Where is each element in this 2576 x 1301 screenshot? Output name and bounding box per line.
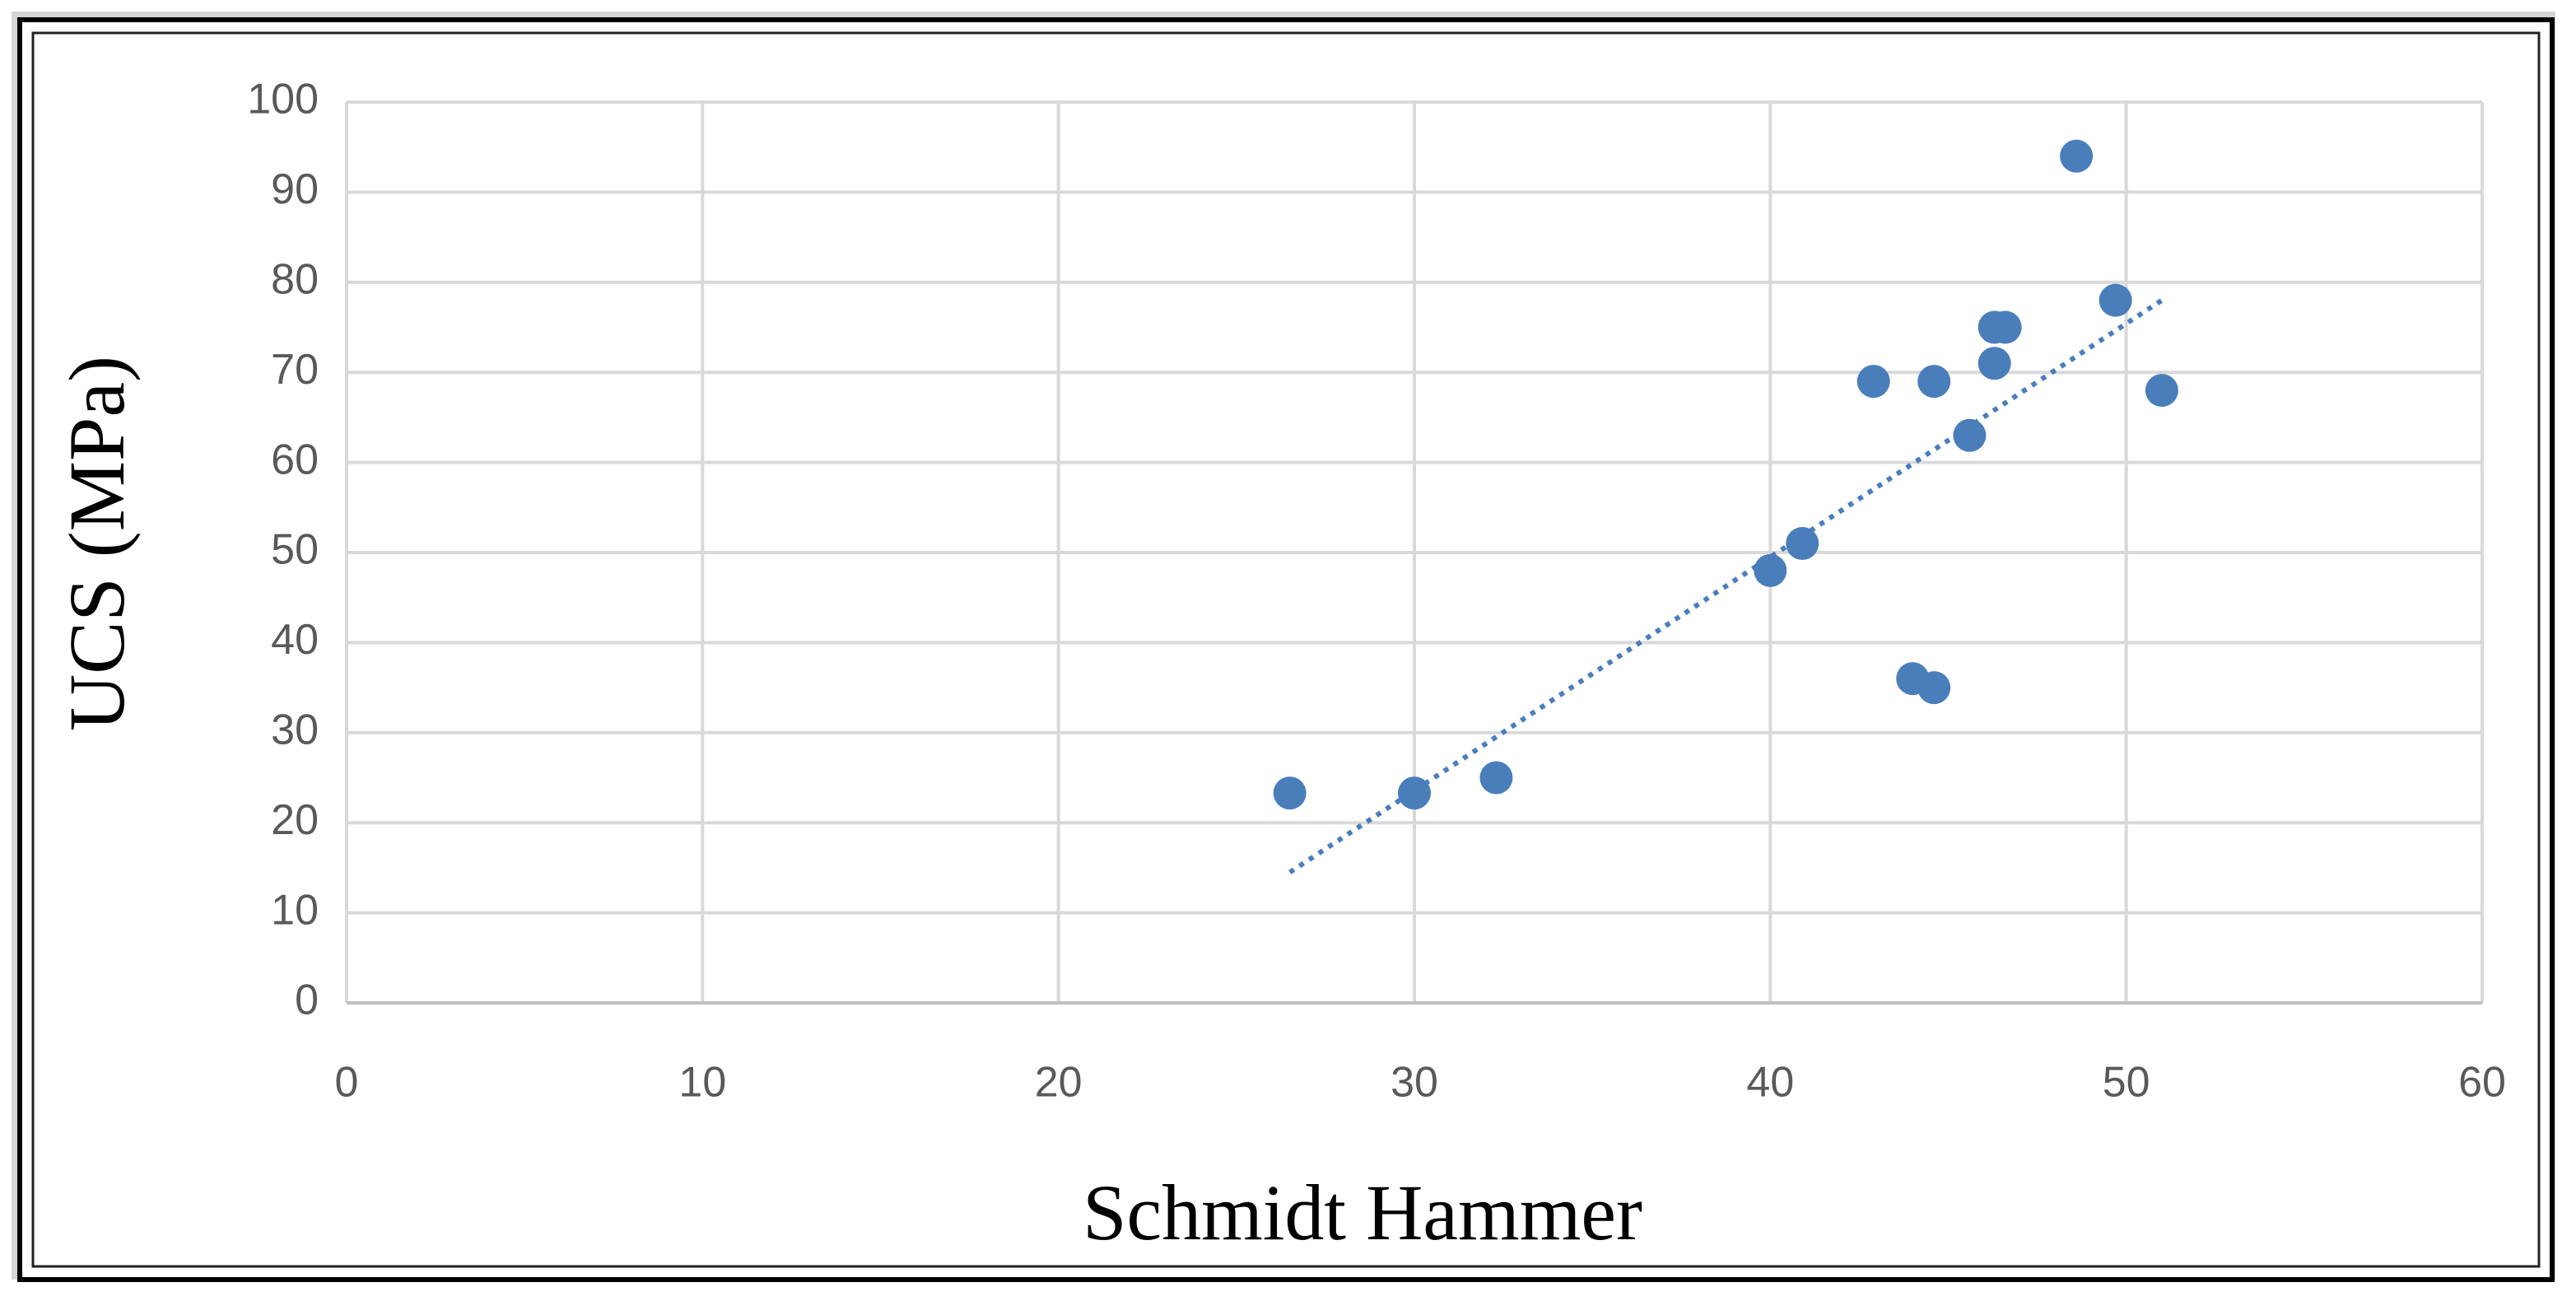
data-point	[1917, 671, 1951, 705]
data-point	[1953, 418, 1987, 452]
data-point	[2060, 139, 2094, 173]
y-tick-label: 60	[271, 436, 319, 483]
x-axis-title: Schmidt Hammer	[1083, 1168, 1642, 1257]
data-point	[1917, 365, 1951, 399]
plot-area: 0 10 20 30 40 50 60 70 80 90 100 0 10 20 30 40 50 60	[247, 76, 2506, 1107]
data-point	[1856, 365, 1890, 399]
y-tick-label: 90	[271, 166, 319, 213]
data-point	[1479, 761, 1513, 795]
x-tick-label: 0	[335, 1059, 359, 1107]
y-tick-label: 20	[271, 796, 319, 844]
data-point	[2145, 374, 2178, 408]
y-tick-label: 70	[271, 346, 319, 394]
data-point	[1786, 527, 1819, 561]
x-tick-label: 10	[678, 1059, 726, 1107]
x-tick-label: 60	[2458, 1059, 2506, 1107]
trendline	[1288, 298, 2164, 874]
y-axis-title: UCS (MPa)	[53, 356, 141, 731]
data-point	[1988, 310, 2022, 344]
x-tick-label: 40	[1746, 1059, 1794, 1107]
y-tick-label: 0	[295, 977, 319, 1024]
y-tick-label: 100	[247, 76, 319, 124]
data-point	[1273, 776, 1307, 810]
x-tick-label: 20	[1035, 1059, 1083, 1107]
x-tick-label: 30	[1390, 1059, 1438, 1107]
y-tick-label: 80	[271, 256, 319, 304]
y-tick-label: 40	[271, 616, 319, 664]
y-tick-label: 50	[271, 526, 319, 574]
data-point	[1398, 776, 1431, 810]
y-tick-label: 10	[271, 886, 319, 934]
y-tick-label: 30	[271, 706, 319, 754]
data-point	[1754, 553, 1787, 587]
inner-frame	[31, 31, 2541, 1268]
frame	[17, 17, 2555, 1282]
data-point	[2099, 283, 2132, 317]
x-tick-label: 50	[2103, 1059, 2150, 1107]
data-point	[1977, 347, 2011, 380]
